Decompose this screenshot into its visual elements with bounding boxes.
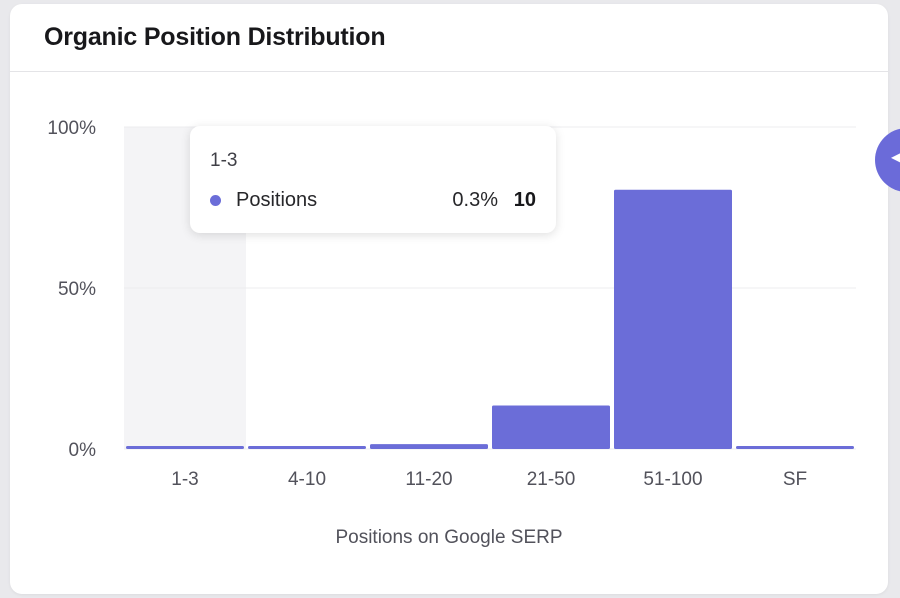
tooltip-value: 10 [513,189,536,211]
x-tick-label: 1-3 [171,469,198,490]
x-tick-label: SF [783,469,807,490]
bar-21-50[interactable] [492,405,610,449]
position-distribution-card: Organic Position Distribution 0% 50% 100% … [10,4,888,594]
x-axis-label: Positions on Google SERP [335,527,562,548]
bar-1-3[interactable] [126,446,244,449]
bar-SF[interactable] [736,446,854,449]
tooltip-series-label: Positions [236,189,318,211]
bar-11-20[interactable] [370,444,488,449]
chevron-left-icon: ◀ [891,149,900,166]
x-tick-label: 21-50 [527,469,576,490]
card-header: Organic Position Distribution [10,4,888,72]
x-tick-label: 51-100 [643,469,702,490]
tooltip-title: 1-3 [210,150,238,171]
y-tick-label: 50% [58,279,96,300]
y-tick-label: 0% [69,440,97,461]
y-tick-label: 100% [47,118,96,139]
bar-51-100[interactable] [614,189,732,449]
tooltip-percent: 0.3% [452,189,498,211]
series-dot-icon [210,195,221,206]
chart-tooltip: 1-3 Positions 0.3% 10 [190,126,556,233]
bar-4-10[interactable] [248,446,366,449]
card-title: Organic Position Distribution [44,23,386,51]
x-tick-label: 4-10 [288,469,326,490]
x-tick-label: 11-20 [405,469,452,490]
